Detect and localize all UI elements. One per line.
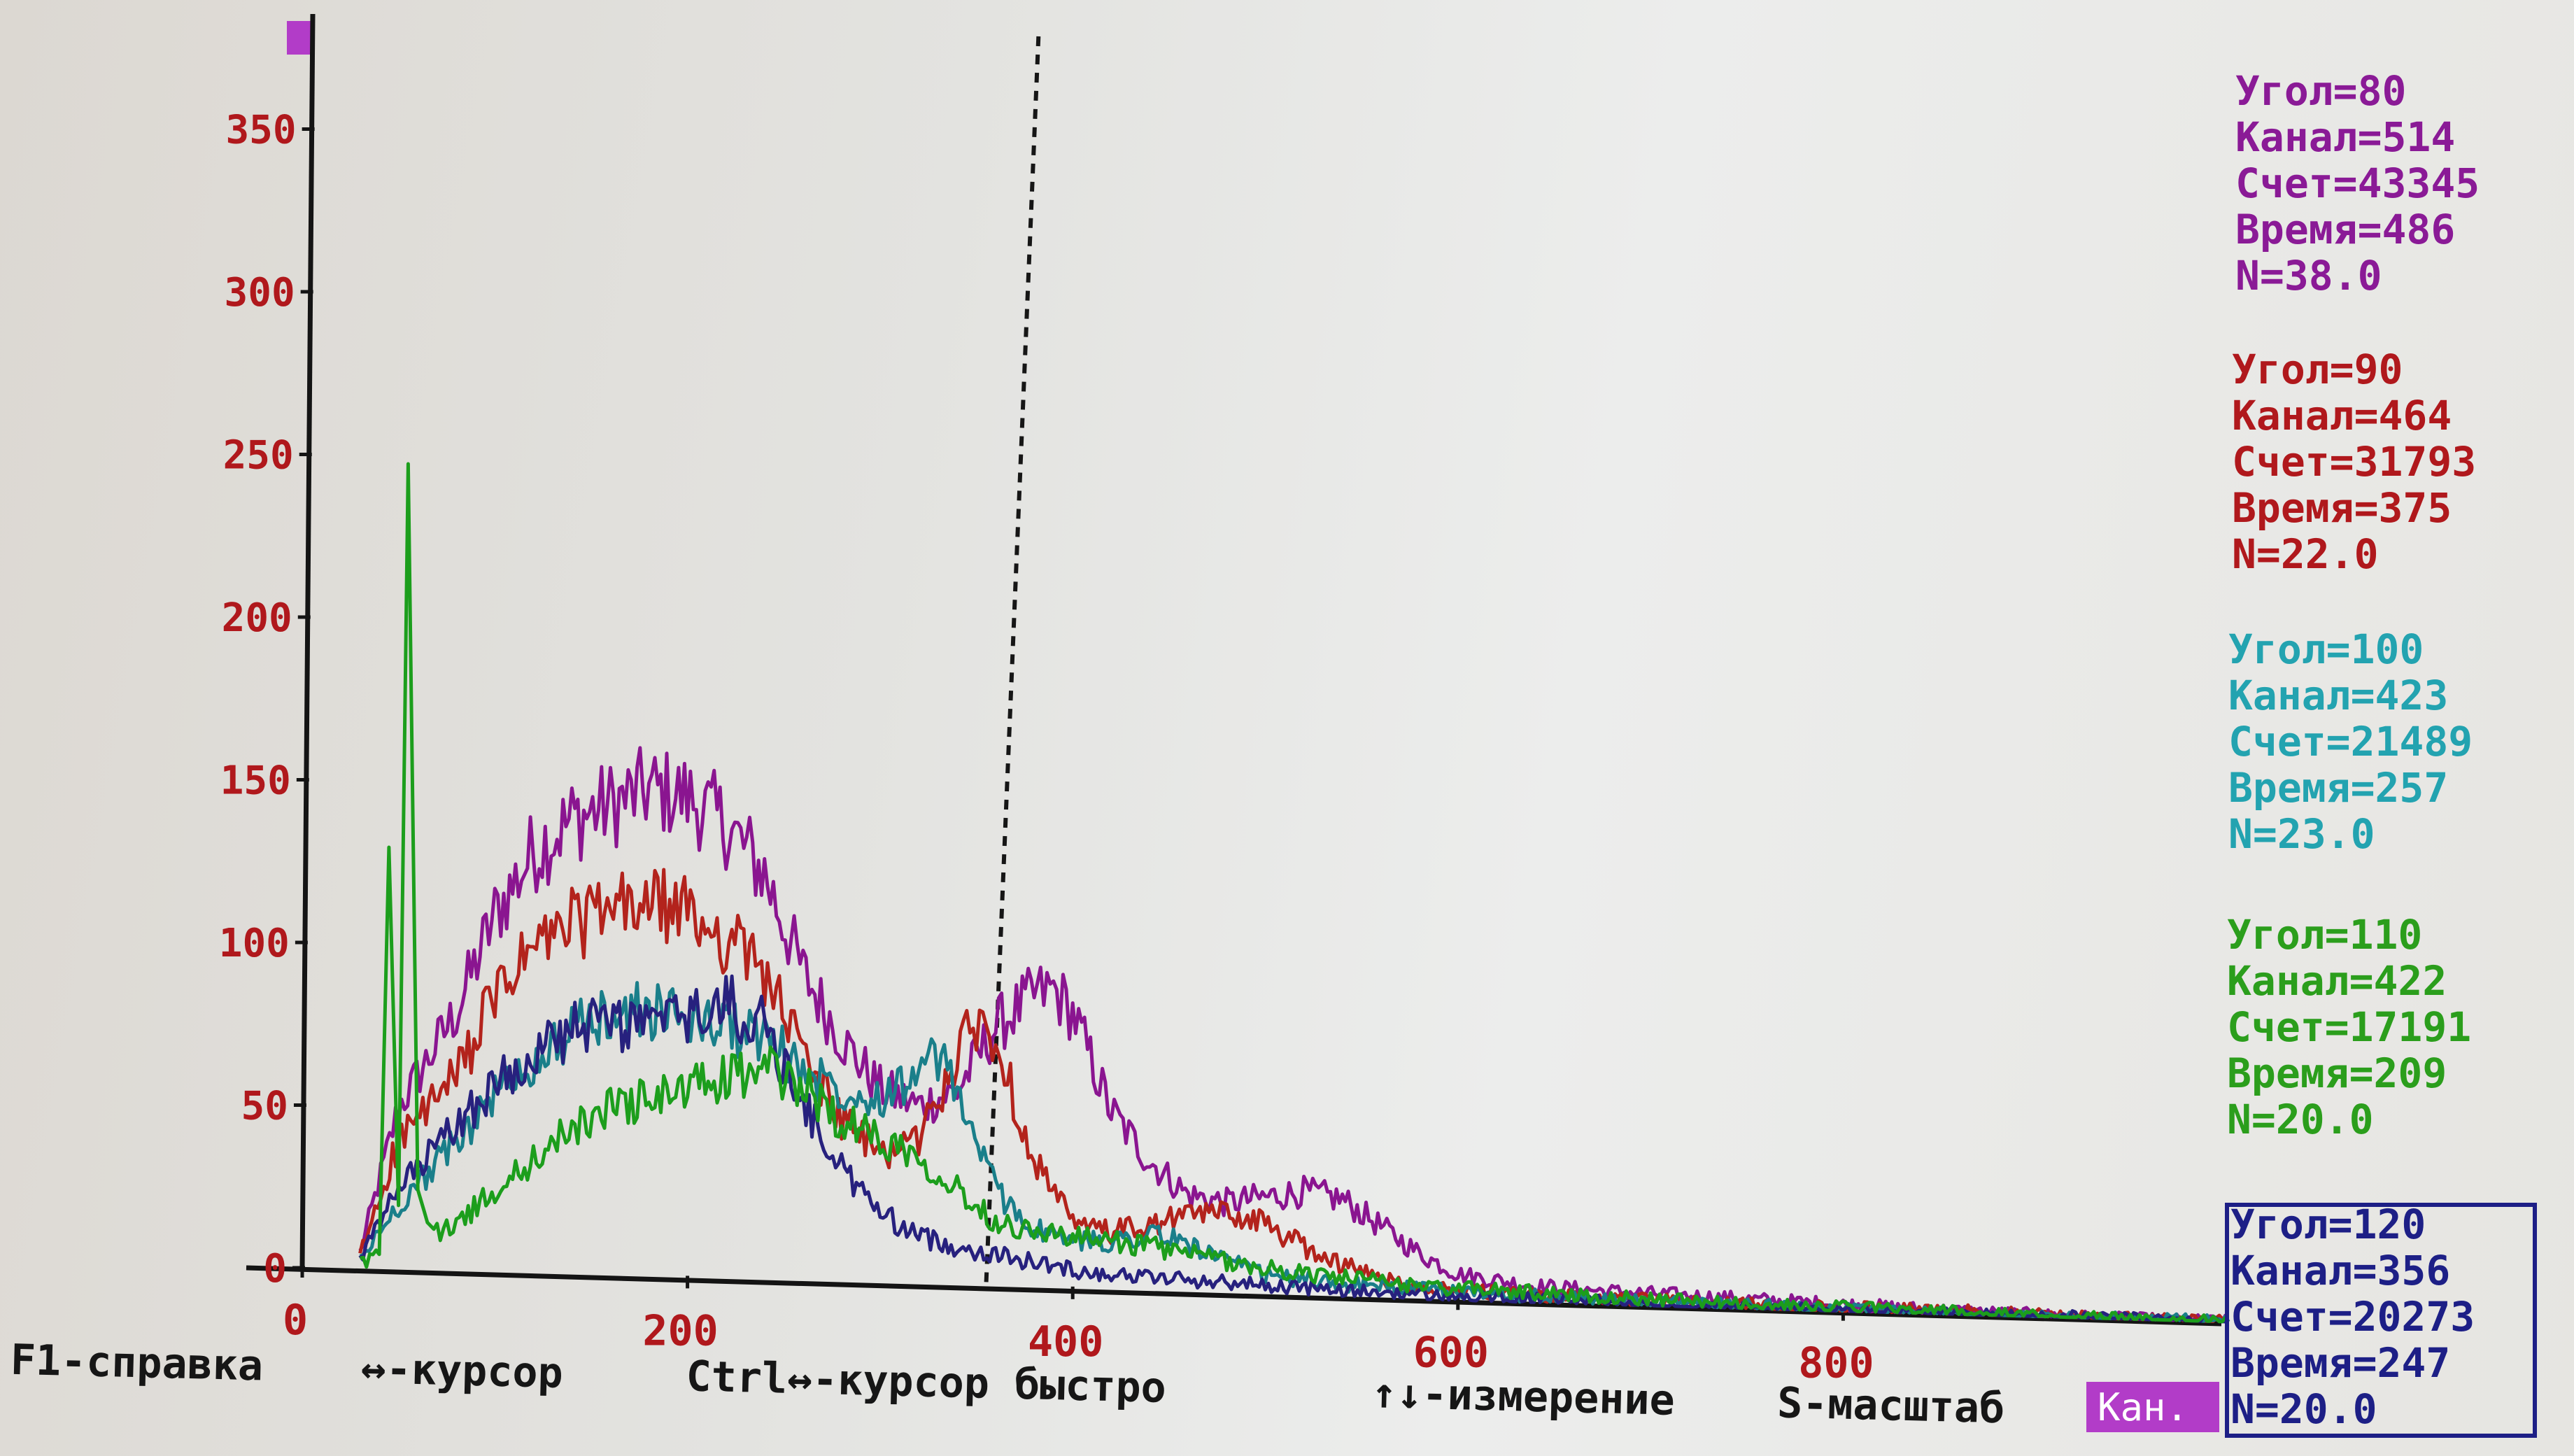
info-block-3: Угол=100Канал=423Счет=21489Время=257N=23…	[2228, 625, 2473, 858]
x-tick-label: 800	[1798, 1339, 1874, 1388]
info-time: Время=209	[2227, 1049, 2447, 1097]
x-tick-label: 400	[1028, 1317, 1103, 1366]
info-channel: Канал=464	[2232, 392, 2452, 439]
y-tick-label: 250	[223, 433, 294, 479]
x-axis-ticks: 0 200 400 600 800	[283, 1265, 1874, 1388]
info-time: Время=247	[2230, 1339, 2450, 1387]
series-line-2	[358, 868, 2229, 1324]
info-angle: Угол=120	[2230, 1201, 2426, 1248]
info-angle: Угол=80	[2235, 67, 2406, 115]
info-count: Счет=20273	[2230, 1293, 2475, 1341]
info-count: Счет=43345	[2235, 160, 2480, 207]
x-tick-label: 200	[642, 1306, 718, 1355]
y-tick-label: 300	[225, 270, 295, 316]
info-channel: Канал=356	[2230, 1247, 2450, 1294]
x-axis	[246, 1265, 2222, 1327]
channel-badge[interactable]	[2086, 1382, 2219, 1432]
info-time: Время=486	[2235, 206, 2455, 253]
info-channel: Канал=422	[2227, 957, 2447, 1005]
y-tick-label: 100	[219, 921, 290, 966]
y-tick-label: 200	[222, 595, 292, 641]
y-axis-ticks: 0 50 100 150 200 250 300 350	[219, 108, 315, 1292]
x-tick-label: 600	[1413, 1328, 1489, 1377]
info-channel: Канал=423	[2228, 672, 2448, 719]
y-axis	[299, 13, 316, 1268]
info-block-1: Угол=80Канал=514Счет=43345Время=486N=38.…	[2235, 67, 2480, 299]
y-tick-label: 50	[241, 1084, 288, 1129]
info-time: Время=375	[2232, 484, 2452, 532]
info-panel: Угол=80Канал=514Счет=43345Время=486N=38.…	[2227, 67, 2480, 1433]
x-tick-label: 0	[283, 1296, 308, 1345]
info-count: Счет=17191	[2227, 1003, 2471, 1051]
y-tick-label: 0	[263, 1246, 287, 1292]
info-block-2: Угол=90Канал=464Счет=31793Время=375N=22.…	[2232, 346, 2476, 578]
channel-badge-label: Кан.	[2098, 1385, 2188, 1429]
info-n: N=22.0	[2232, 530, 2379, 578]
status-cursor: ↔-курсор	[360, 1344, 564, 1398]
info-angle: Угол=110	[2227, 911, 2422, 959]
info-block-4: Угол=110Канал=422Счет=17191Время=209N=20…	[2227, 911, 2471, 1143]
info-block-5: Угол=120Канал=356Счет=20273Время=247N=20…	[2230, 1201, 2475, 1433]
info-n: N=23.0	[2228, 810, 2375, 858]
info-count: Счет=31793	[2232, 438, 2476, 486]
status-scale: S-масштаб	[1776, 1378, 2005, 1433]
status-measure: ↑↓-измерение	[1371, 1369, 1675, 1425]
info-time: Время=257	[2228, 764, 2448, 812]
series-line-3	[359, 981, 2230, 1324]
info-n: N=38.0	[2235, 252, 2382, 299]
y-tick-label: 350	[225, 108, 296, 153]
status-help: F1-справка	[10, 1336, 264, 1391]
info-angle: Угол=90	[2232, 346, 2403, 393]
info-n: N=20.0	[2230, 1385, 2377, 1433]
axis-top-marker	[287, 21, 311, 55]
status-bar: F1-справка ↔-курсор Ctrl↔-курсор быстро …	[10, 1336, 2005, 1434]
info-n: N=20.0	[2227, 1096, 2374, 1143]
cursor-line	[984, 36, 1041, 1287]
series-lines	[358, 462, 2230, 1324]
active-block-border	[2225, 1203, 2537, 1438]
info-count: Счет=21489	[2228, 718, 2473, 765]
status-cursor-fast: Ctrl↔-курсор быстро	[686, 1352, 1167, 1413]
info-channel: Канал=514	[2235, 113, 2455, 161]
info-angle: Угол=100	[2228, 625, 2424, 673]
series-line-5	[360, 462, 2230, 1324]
y-tick-label: 150	[220, 758, 291, 804]
